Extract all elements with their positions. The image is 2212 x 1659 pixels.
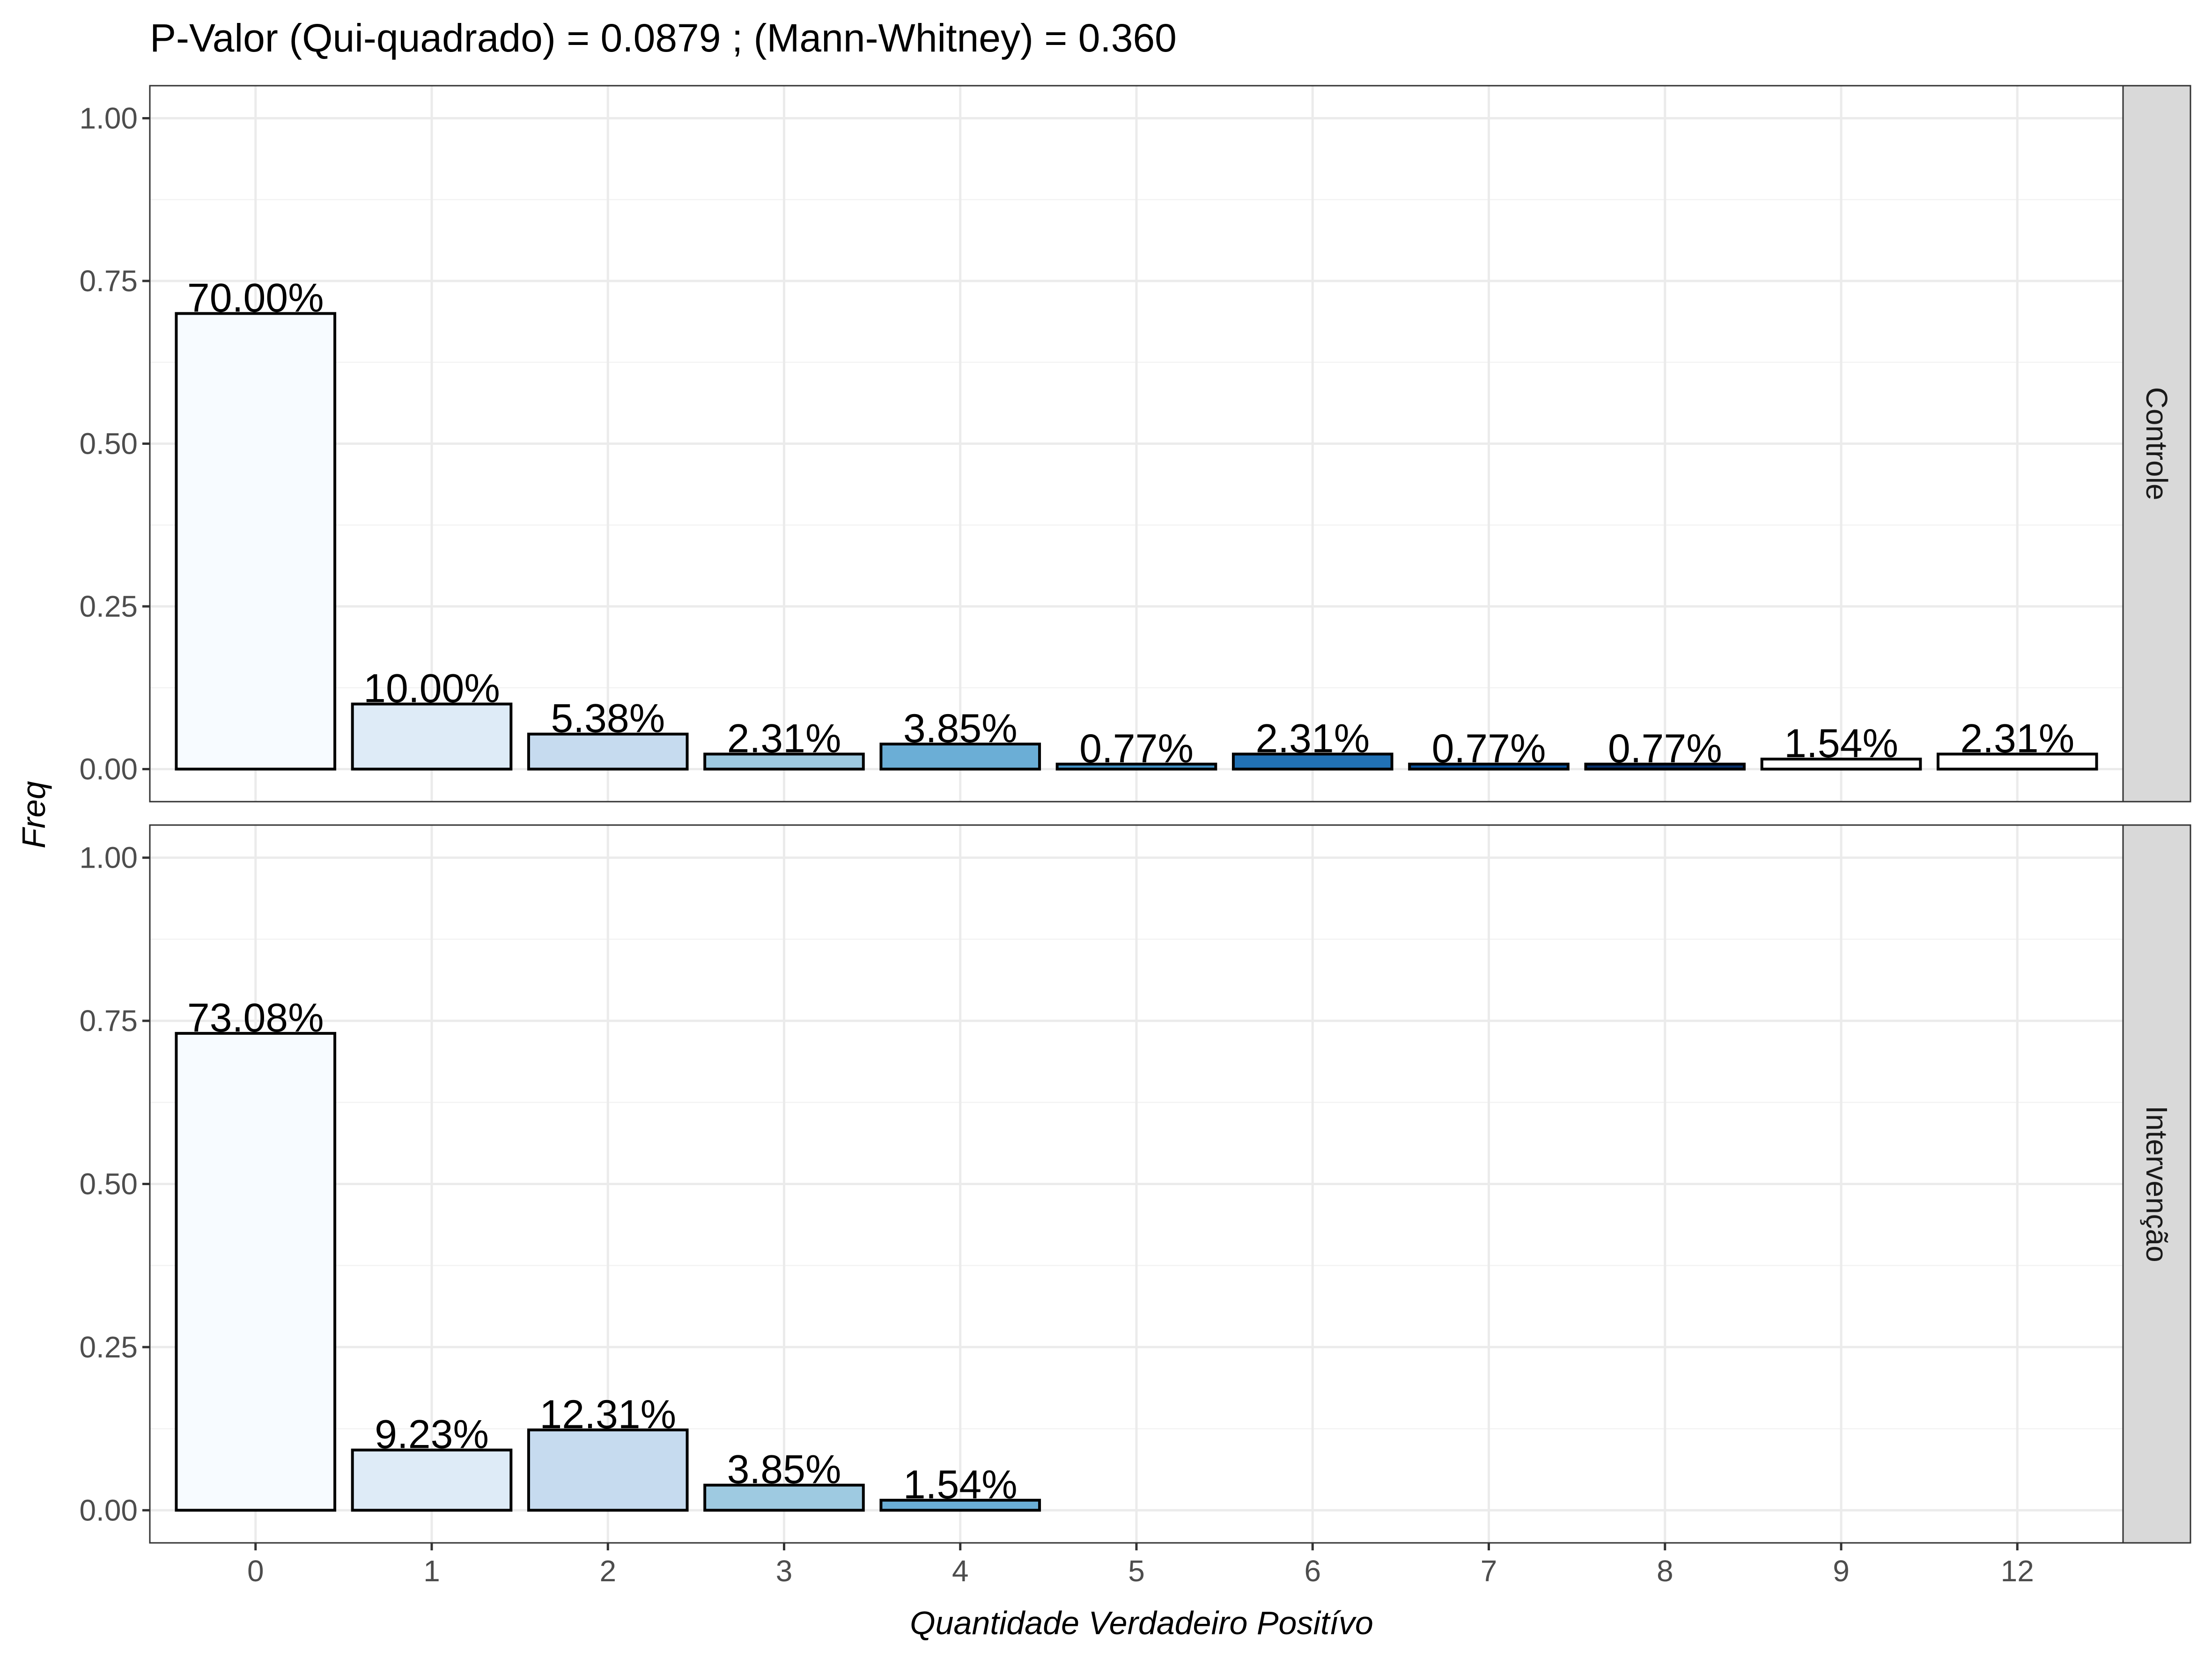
bar-controle-3 <box>703 752 865 771</box>
data-label: 73.08% <box>187 995 324 1040</box>
y-tick-label: 1.00 <box>79 102 138 135</box>
bar-controle-2 <box>527 732 689 771</box>
bar-controle-0 <box>175 312 337 771</box>
x-tick-label: 7 <box>1481 1554 1497 1588</box>
y-tick-label: 0.50 <box>79 427 138 461</box>
y-tick-label: 0.50 <box>79 1167 138 1201</box>
x-axis-title: Quantidade Verdadeiro Positívo <box>910 1605 1373 1641</box>
bar-controle-5 <box>1055 762 1217 771</box>
facet-strip <box>2122 85 2191 803</box>
y-tick-label: 0.25 <box>79 590 138 623</box>
bar-controle-4 <box>879 742 1041 771</box>
data-label: 9.23% <box>375 1412 489 1457</box>
bar-controle-12 <box>1936 752 2098 771</box>
y-axis-title: Freq <box>15 781 52 848</box>
data-label: 70.00% <box>187 276 324 321</box>
x-tick-label: 3 <box>776 1554 793 1588</box>
data-label: 10.00% <box>363 666 500 711</box>
data-label: 2.31% <box>727 716 841 761</box>
x-tick-label: 1 <box>423 1554 440 1588</box>
data-label: 0.77% <box>1608 726 1722 771</box>
chart-title: P-Valor (Qui-quadrado) = 0.0879 ; (Mann-… <box>150 16 1177 60</box>
x-tick-label: 9 <box>1833 1554 1850 1588</box>
bar-controle-9 <box>1760 758 1922 771</box>
data-label: 1.54% <box>1784 721 1898 766</box>
x-tick-label: 6 <box>1304 1554 1321 1588</box>
y-tick-label: 1.00 <box>79 841 138 875</box>
bar-intervenção-2 <box>527 1428 689 1512</box>
data-label: 2.31% <box>1960 716 2074 761</box>
x-tick-label: 5 <box>1128 1554 1145 1588</box>
data-label: 1.54% <box>903 1462 1018 1507</box>
data-label: 12.31% <box>539 1392 676 1437</box>
bar-intervenção-0 <box>175 1032 337 1512</box>
x-tick-label: 12 <box>2001 1554 2034 1588</box>
x-tick-label: 0 <box>247 1554 264 1588</box>
y-tick-label: 0.00 <box>79 752 138 786</box>
x-tick-label: 4 <box>952 1554 969 1588</box>
data-label: 2.31% <box>1255 716 1370 761</box>
data-label: 3.85% <box>727 1447 841 1492</box>
y-tick-label: 0.00 <box>79 1493 138 1527</box>
bar-controle-6 <box>1231 752 1394 771</box>
panel-intervenção: 73.08% 9.23% 12.31% 3.85% 1.54% 0.00 0.25 0.50 0… <box>79 824 2191 1544</box>
x-tick-label: 2 <box>599 1554 616 1588</box>
bar-controle-1 <box>351 702 513 771</box>
facet-strip-label: Intervenção <box>2140 1106 2174 1262</box>
bar-intervenção-3 <box>703 1483 865 1512</box>
bar-controle-7 <box>1408 762 1570 771</box>
bar-controle-8 <box>1584 762 1746 771</box>
y-tick-label: 0.75 <box>79 1004 138 1038</box>
data-label: 0.77% <box>1079 726 1194 771</box>
data-label: 5.38% <box>551 696 665 741</box>
x-tick-label: 8 <box>1657 1554 1674 1588</box>
data-label: 0.77% <box>1432 726 1546 771</box>
facet-strip <box>2122 824 2191 1544</box>
panels-group: 70.00% 10.00% 5.38% 2.31% 3.85% 0.77% 2.31% 0.7… <box>79 85 2191 1588</box>
bar-intervenção-1 <box>351 1448 513 1512</box>
bar-intervenção-4 <box>879 1498 1041 1512</box>
facet-strip-label: Controle <box>2140 387 2174 501</box>
y-tick-label: 0.25 <box>79 1330 138 1364</box>
data-label: 3.85% <box>903 706 1018 751</box>
panel-controle: 70.00% 10.00% 5.38% 2.31% 3.85% 0.77% 2.31% 0.7… <box>79 85 2191 803</box>
y-tick-label: 0.75 <box>79 264 138 298</box>
